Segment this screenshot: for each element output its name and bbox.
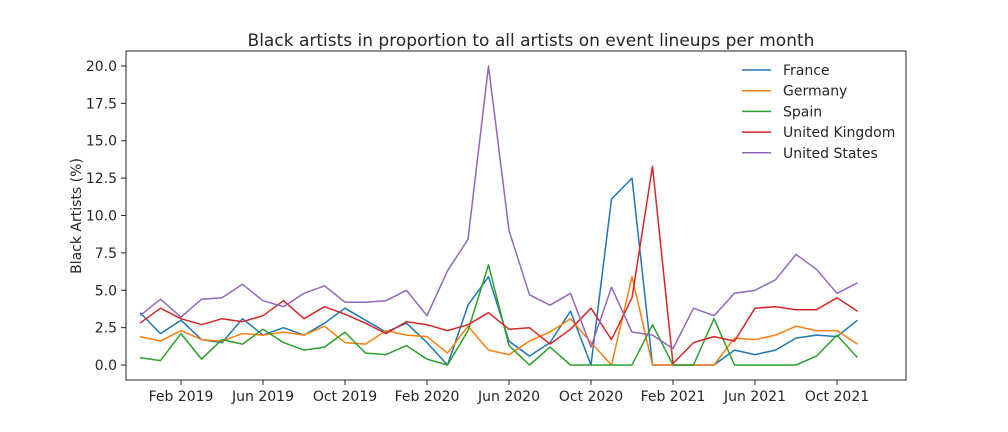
x-axis: Feb 2019 Jun 2019 Oct 2019 Feb 2020 Jun 2020… (149, 380, 869, 405)
x-tick-label: Oct 2019 (313, 389, 377, 405)
series-layer (139, 65, 859, 366)
series-line-united-kingdom (139, 165, 858, 365)
legend-label-france: France (783, 63, 830, 79)
y-tick-label: 12.5 (86, 171, 117, 187)
y-tick-label: 17.5 (86, 96, 117, 112)
x-tick-label: Feb 2021 (641, 389, 706, 405)
y-tick-label: 7.5 (95, 246, 117, 262)
legend-label-united-kingdom: United Kingdom (783, 125, 895, 141)
y-axis-label: Black Artists (%) (69, 158, 85, 274)
y-tick-label: 20.0 (86, 59, 117, 75)
series-line-spain (139, 264, 859, 366)
x-tick-label: Oct 2021 (805, 389, 869, 405)
x-tick-label: Jun 2019 (231, 389, 294, 405)
x-tick-label: Feb 2020 (395, 389, 460, 405)
series-line-germany (139, 276, 858, 366)
y-tick-label: 0.0 (95, 358, 117, 374)
series-line-united-states (139, 65, 858, 350)
y-tick-label: 15.0 (86, 134, 117, 150)
x-tick-label: Jun 2020 (477, 389, 540, 405)
legend: France Germany Spain United Kingdom United S… (742, 63, 895, 162)
x-tick-label: Jun 2021 (723, 389, 786, 405)
chart-title: Black artists in proportion to all artis… (248, 31, 815, 51)
y-tick-label: 2.5 (95, 321, 117, 337)
y-tick-label: 10.0 (86, 209, 117, 225)
legend-label-united-states: United States (783, 146, 878, 162)
plot-area (125, 50, 907, 381)
x-tick-label: Oct 2020 (559, 389, 623, 405)
legend-label-germany: Germany (783, 84, 847, 100)
legend-label-spain: Spain (783, 104, 822, 120)
x-tick-label: Feb 2019 (149, 389, 214, 405)
y-axis: 0.0 2.5 5.0 7.5 10.0 12.5 15.0 17.5 20.0 (86, 59, 126, 374)
y-tick-label: 5.0 (95, 283, 117, 299)
